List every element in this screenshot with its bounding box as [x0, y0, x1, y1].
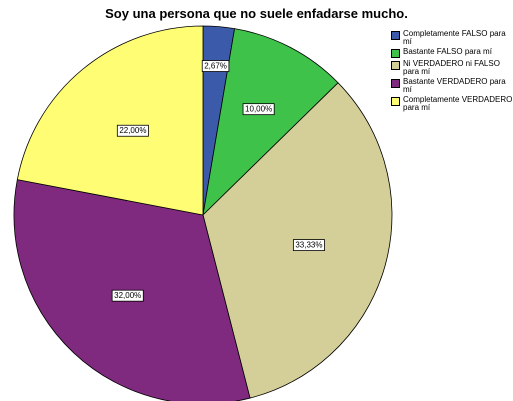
chart-title: Soy una persona que no suele enfadarse m… — [105, 6, 408, 21]
data-label-box-5 — [116, 124, 149, 137]
pie-slices — [13, 25, 393, 401]
data-label-text-3: 33,33% — [295, 241, 322, 250]
data-label-5: 22,00% — [116, 124, 149, 137]
legend-label-3: Ni VERDADERO ni FALSO para mí — [403, 59, 500, 76]
legend-swatch-2 — [391, 49, 400, 58]
data-label-text-4: 32,00% — [114, 291, 141, 300]
legend-label-2: Bastante FALSO para mí — [403, 47, 492, 56]
data-label-text-2: 10,00% — [245, 105, 272, 114]
data-label-box-3 — [292, 239, 325, 251]
legend-label-4: Bastante VERDADERO para mí — [403, 77, 506, 94]
legend-swatch-4 — [391, 79, 400, 88]
legend-item-3: Ni VERDADERO ni FALSO para mí — [391, 60, 513, 76]
data-label-box-1 — [201, 60, 230, 72]
data-label-box-4 — [111, 289, 144, 302]
pie-data-labels: 2,67% 10,00% 33,33% 32,00% 22,00% — [111, 60, 325, 302]
data-label-1: 2,67% — [201, 60, 230, 72]
legend-item-4: Bastante VERDADERO para mí — [391, 78, 513, 94]
data-label-2: 10,00% — [242, 103, 275, 116]
data-label-text-5: 22,00% — [119, 126, 146, 135]
legend-swatch-1 — [391, 31, 400, 40]
pie-slice-5 — [16, 25, 204, 216]
data-label-4: 32,00% — [111, 289, 144, 302]
legend-item-5: Completamente VERDADERO para mí — [391, 96, 513, 112]
data-label-3: 33,33% — [292, 239, 325, 251]
legend-item-1: Completamente FALSO para mí — [391, 30, 513, 46]
legend-swatch-3 — [391, 61, 400, 70]
pie-slice-2 — [202, 28, 339, 217]
chart-legend: Completamente FALSO para mí Bastante FALS… — [391, 30, 513, 114]
legend-label-5: Completamente VERDADERO para mí — [403, 95, 513, 112]
data-label-box-2 — [242, 103, 275, 116]
legend-swatch-5 — [391, 97, 400, 106]
legend-item-2: Bastante FALSO para mí — [391, 48, 513, 58]
legend-label-1: Completamente FALSO para mí — [403, 29, 506, 46]
data-label-text-1: 2,67% — [204, 62, 227, 71]
